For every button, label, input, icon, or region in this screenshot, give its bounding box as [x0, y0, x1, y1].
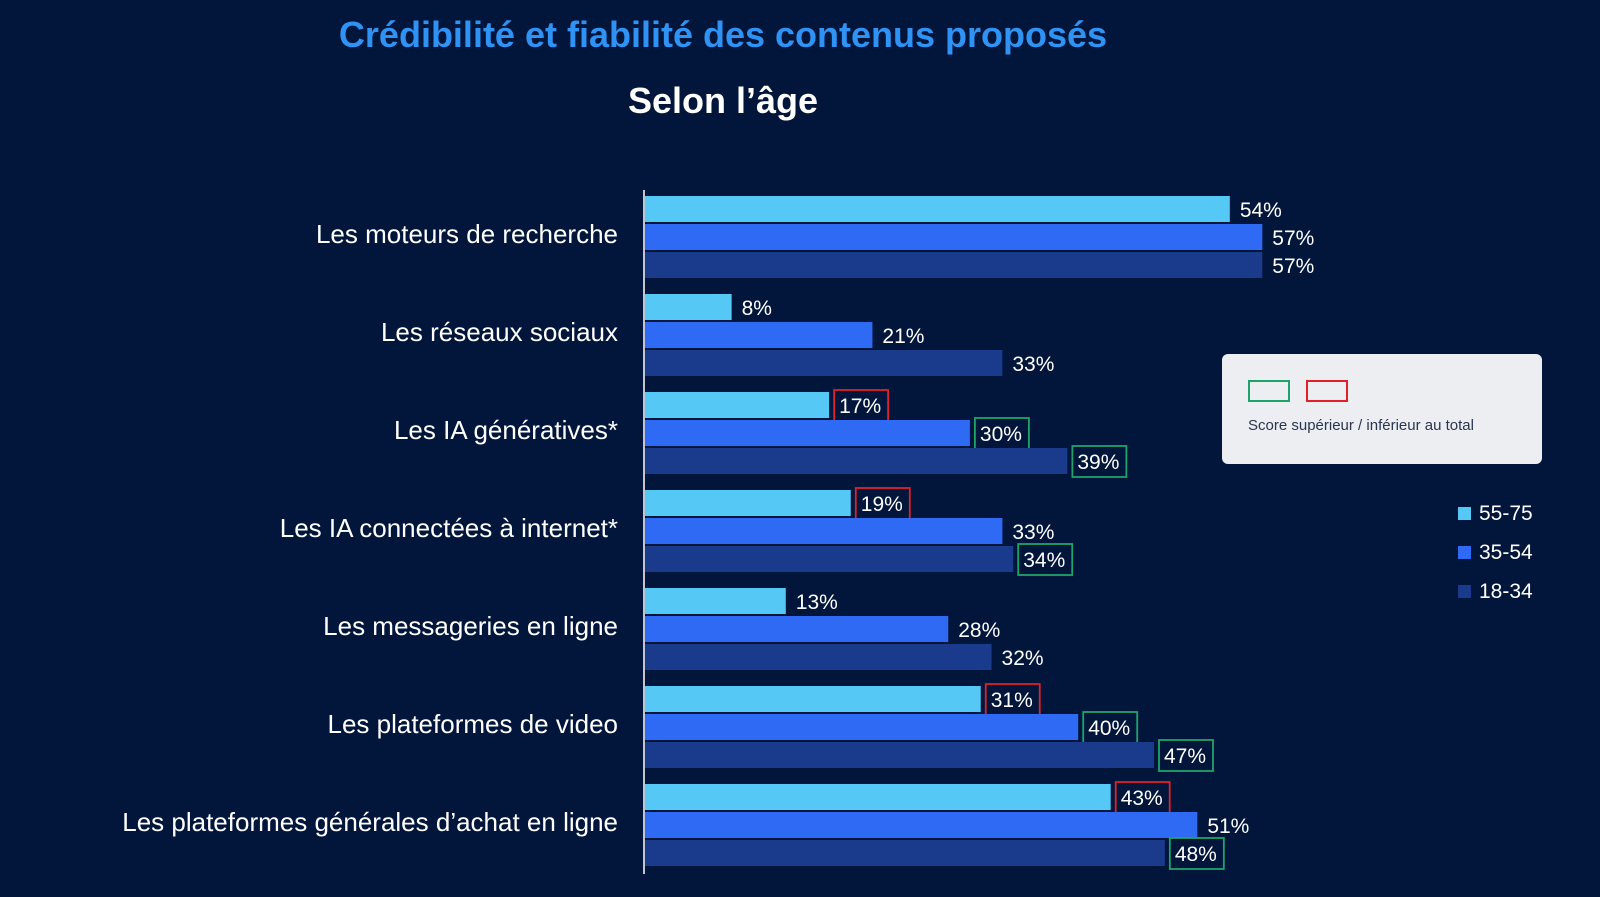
data-label-55-75: 17%: [839, 395, 881, 418]
data-label-18-34: 33%: [1012, 353, 1054, 376]
category-label: Les IA connectées à internet*: [280, 513, 618, 543]
data-label-55-75: 19%: [861, 493, 903, 516]
data-label-18-34: 34%: [1023, 549, 1065, 572]
bar-35-54: [645, 224, 1263, 250]
bar-18-34: [645, 252, 1263, 278]
bar-55-75: [645, 686, 981, 712]
score-above-box: [1017, 543, 1074, 576]
bar-55-75: [645, 294, 732, 320]
score-above-box: [1168, 837, 1225, 870]
bar-18-34: [645, 350, 1003, 376]
bar-35-54: [645, 812, 1198, 838]
category-label: Les IA génératives*: [394, 415, 618, 445]
data-label-35-54: 33%: [1012, 521, 1054, 544]
chart-title: Crédibilité et fiabilité des contenus pr…: [338, 14, 1108, 55]
data-label-35-54: 21%: [882, 325, 924, 348]
legend-item-55-75: 55-75: [1458, 494, 1533, 533]
data-label-18-34: 39%: [1077, 451, 1119, 474]
data-label-55-75: 31%: [991, 689, 1033, 712]
category-label: Les réseaux sociaux: [381, 317, 618, 347]
data-label-35-54: 30%: [980, 423, 1022, 446]
legend-item-18-34: 18-34: [1458, 572, 1533, 611]
data-label-18-34: 32%: [1002, 647, 1044, 670]
data-label-55-75: 43%: [1121, 787, 1163, 810]
score-above-box: [1158, 739, 1214, 772]
category-label: Les moteurs de recherche: [316, 219, 618, 249]
bar-18-34: [645, 742, 1155, 768]
score-legend: Score supérieur / inférieur au total: [1222, 354, 1542, 464]
data-label-18-34: 57%: [1272, 255, 1314, 278]
data-label-18-34: 48%: [1175, 843, 1217, 866]
bar-18-34: [645, 644, 992, 670]
bar-55-75: [645, 490, 851, 516]
legend-label-18-34: 18-34: [1479, 579, 1533, 603]
category-label: Les messageries en ligne: [323, 611, 618, 641]
bar-35-54: [645, 518, 1003, 544]
legend-label-35-54: 35-54: [1479, 540, 1533, 564]
bar-55-75: [645, 196, 1230, 222]
bar-35-54: [645, 714, 1079, 740]
bar-18-34: [645, 448, 1068, 474]
data-label-35-54: 40%: [1088, 717, 1130, 740]
bar-55-75: [645, 392, 830, 418]
legend-swatch-18-34: [1458, 585, 1471, 598]
series-legend: 55-75 35-54 18-34: [1458, 494, 1533, 611]
bar-55-75: [645, 784, 1111, 810]
score-above-box: [1071, 445, 1128, 478]
bar-55-75: [645, 588, 786, 614]
above-total-swatch: [1248, 380, 1290, 402]
legend-swatch-55-75: [1458, 507, 1471, 520]
bar-35-54: [645, 420, 970, 446]
below-total-swatch: [1306, 380, 1348, 402]
bar-35-54: [645, 322, 873, 348]
legend-swatch-35-54: [1458, 546, 1471, 559]
bar-35-54: [645, 616, 949, 642]
chart-subtitle: Selon l’âge: [627, 80, 819, 121]
legend-item-35-54: 35-54: [1458, 533, 1533, 572]
score-legend-text: Score supérieur / inférieur au total: [1248, 417, 1474, 434]
data-label-35-54: 51%: [1207, 815, 1249, 838]
data-label-35-54: 57%: [1272, 227, 1314, 250]
data-label-35-54: 28%: [958, 619, 1000, 642]
category-label: Les plateformes de video: [327, 709, 618, 739]
data-label-18-34: 47%: [1164, 745, 1206, 768]
category-label: Les plateformes générales d’achat en lig…: [122, 807, 618, 837]
data-label-55-75: 13%: [796, 591, 838, 614]
data-label-55-75: 54%: [1240, 199, 1282, 222]
data-label-55-75: 8%: [742, 297, 772, 320]
legend-label-55-75: 55-75: [1479, 501, 1533, 525]
bar-18-34: [645, 840, 1165, 866]
bar-18-34: [645, 546, 1014, 572]
